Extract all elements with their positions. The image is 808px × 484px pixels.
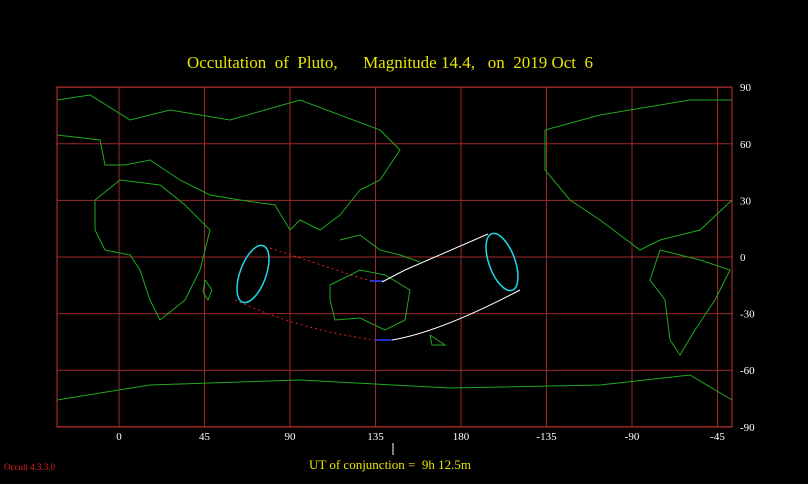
- grid: [57, 86, 732, 428]
- version: Occult 4.3.3.0: [4, 462, 55, 472]
- latitude-label: 60: [740, 139, 752, 151]
- map-frame: [56, 86, 733, 428]
- path-edge: [269, 247, 379, 283]
- coastline: [94, 179, 211, 321]
- title: Occultation of Pluto, Magnitude 14.4, on…: [187, 53, 593, 72]
- longitude-label: 135: [367, 431, 384, 443]
- shadow-outline: [485, 232, 519, 292]
- coastline: [202, 279, 213, 302]
- coastline: [429, 334, 447, 346]
- latitude-label: 30: [740, 195, 752, 207]
- shadow-outline: [236, 244, 270, 304]
- path-edge: [391, 289, 521, 341]
- coastline: [56, 94, 401, 231]
- longitude-label: 45: [199, 431, 211, 443]
- longitude-label: 90: [285, 431, 297, 443]
- latitude-label: -90: [740, 422, 755, 434]
- coastline: [544, 99, 733, 251]
- shadow-path: [234, 232, 521, 341]
- path-edge: [234, 299, 376, 341]
- coastline: [339, 234, 421, 263]
- longitude-label: -90: [625, 431, 640, 443]
- coastline: [56, 374, 733, 401]
- conjunction-label: UT of conjunction = 9h 12.5m: [309, 457, 471, 472]
- latitude-label: 0: [740, 252, 746, 264]
- path-edge: [381, 233, 489, 283]
- coastline: [649, 249, 731, 356]
- longitude-label: 180: [453, 431, 470, 443]
- coastline: [329, 269, 411, 331]
- latitude-label: 90: [740, 82, 752, 94]
- longitude-label: -45: [710, 431, 725, 443]
- longitude-label: -135: [536, 431, 557, 443]
- latitude-label: -30: [740, 309, 755, 321]
- longitude-label: 0: [116, 431, 122, 443]
- latitude-label: -60: [740, 365, 755, 377]
- coastlines: [56, 94, 733, 401]
